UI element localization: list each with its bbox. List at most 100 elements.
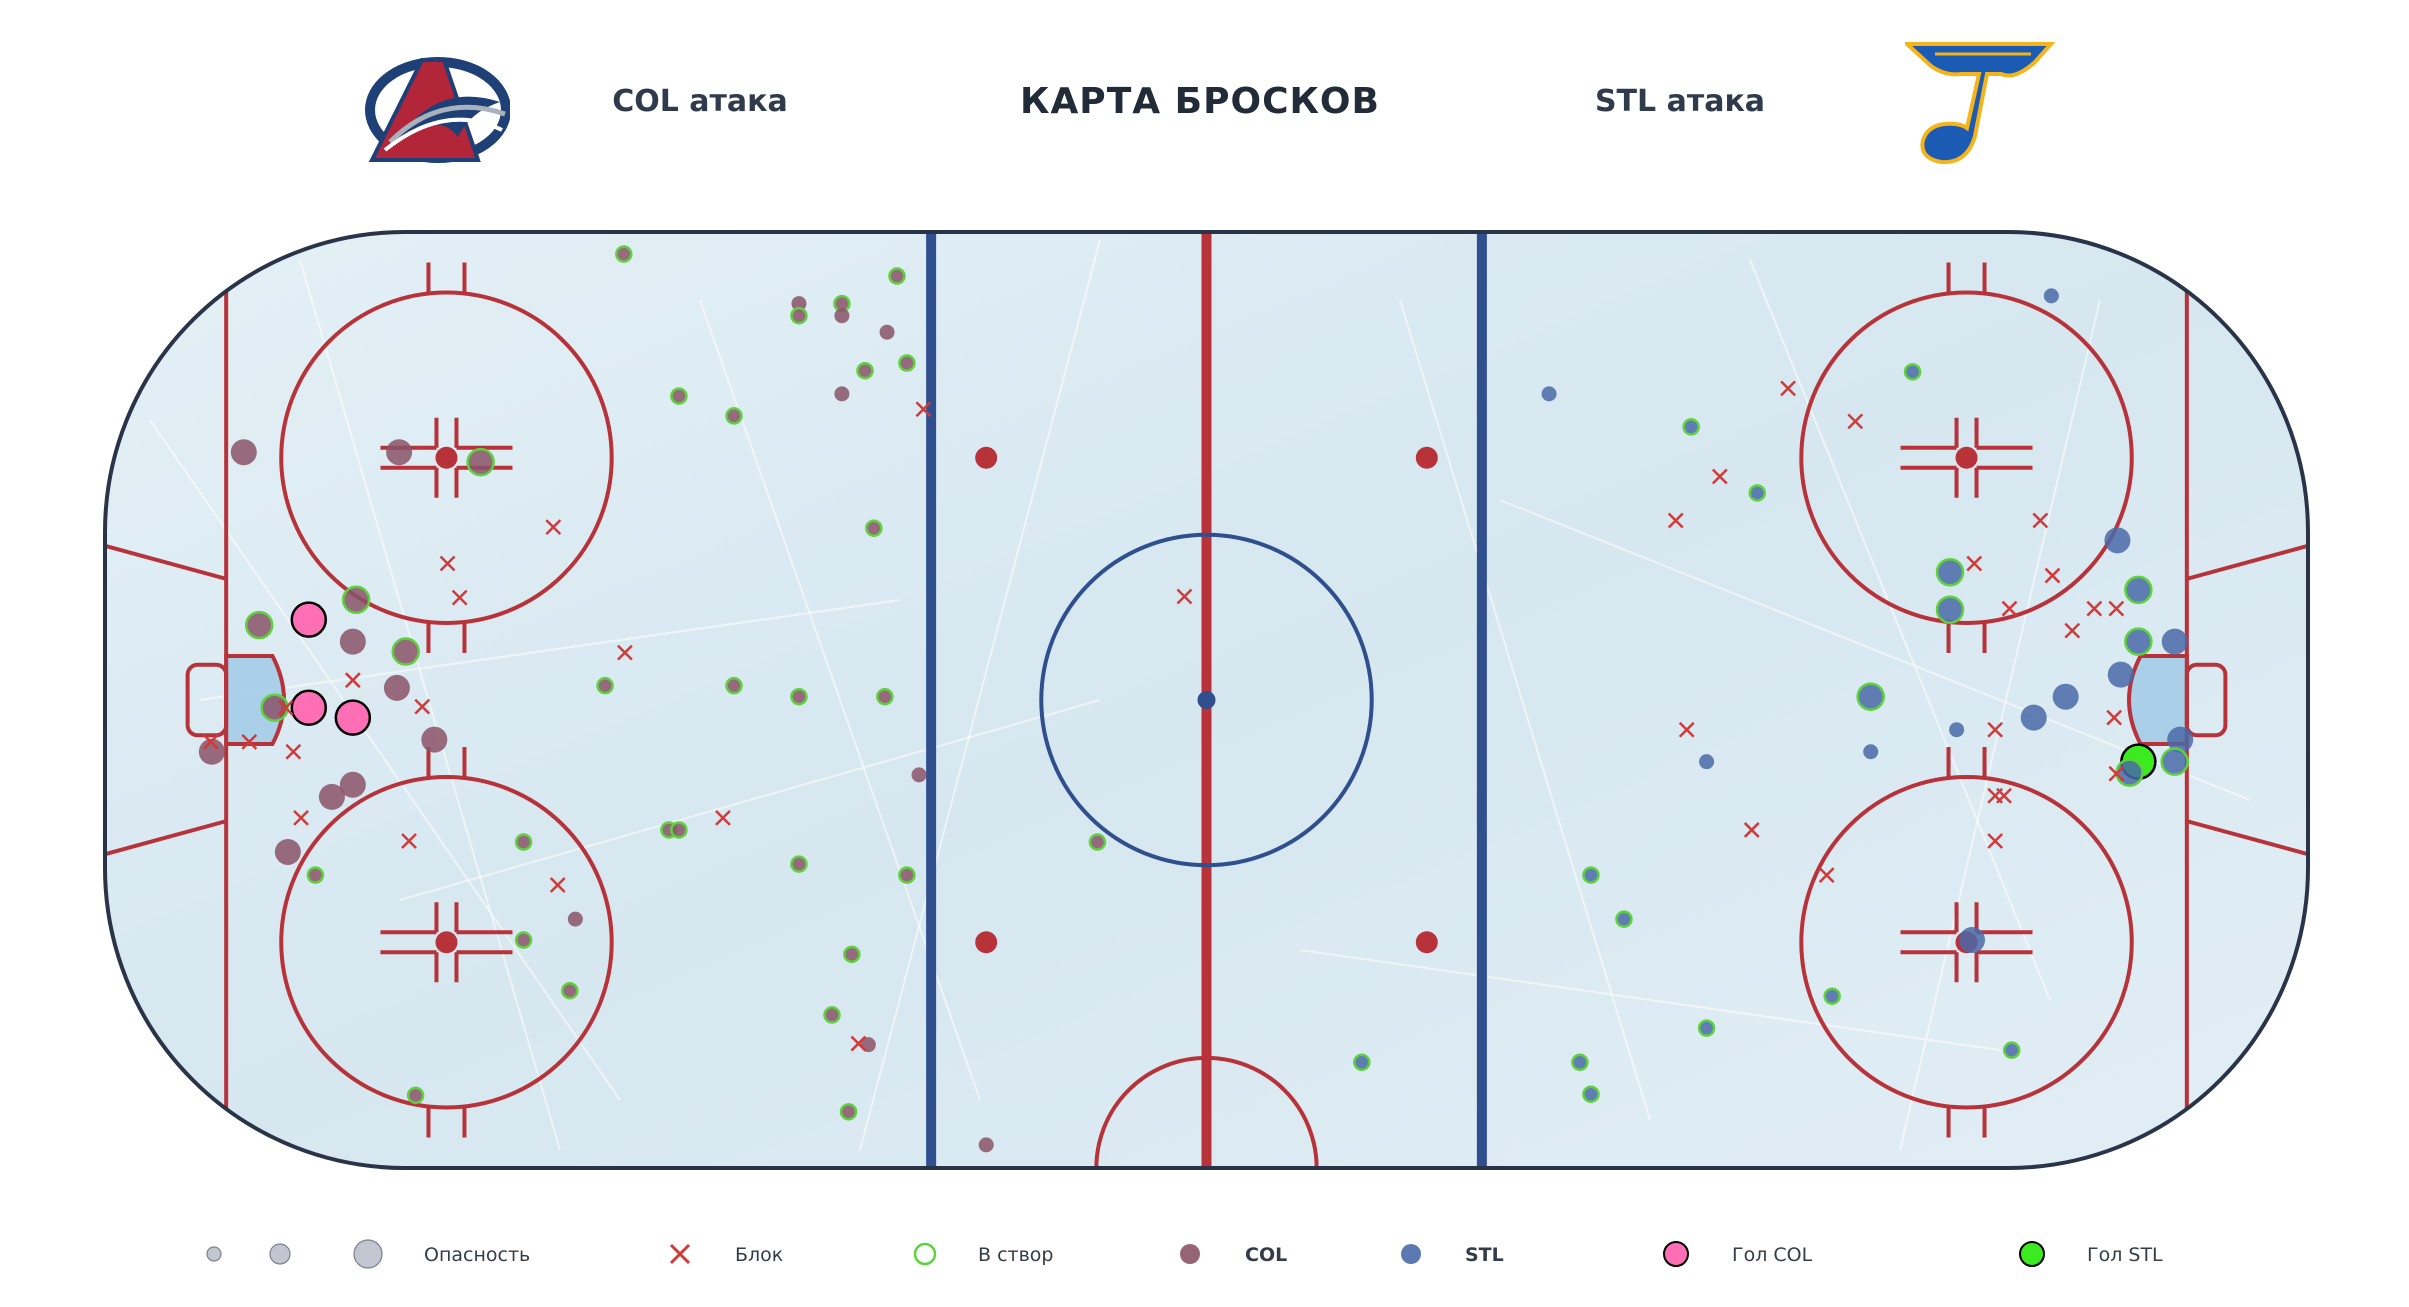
avalanche-logo — [365, 57, 510, 163]
block-mark — [2001, 600, 2018, 617]
legend-block-label: Блок — [735, 1244, 783, 1266]
block-mark — [617, 644, 633, 661]
faceoff-hash — [1900, 950, 1959, 983]
shot-col — [865, 519, 883, 537]
shot-stl — [1571, 1053, 1589, 1072]
block-mark — [2108, 600, 2125, 617]
shot-stl — [1582, 1085, 1600, 1103]
neutral-faceoff-dot — [1415, 446, 1438, 469]
shot-stl — [1856, 682, 1885, 711]
shot-col — [244, 610, 274, 640]
shot-col — [879, 324, 895, 340]
shot-col — [260, 693, 289, 722]
block-mark — [850, 1035, 867, 1052]
block-mark — [202, 733, 219, 750]
shot-col — [839, 1103, 858, 1121]
block-mark — [439, 555, 456, 572]
shot-col — [911, 767, 927, 783]
shot-col — [834, 308, 850, 324]
block-mark — [241, 733, 258, 750]
block-mark — [451, 589, 468, 606]
shot-col — [978, 1137, 994, 1153]
block-mark — [2108, 765, 2125, 782]
faceoff-circle — [1799, 290, 2134, 625]
shot-col — [318, 783, 345, 810]
shot-stl — [1903, 363, 1922, 381]
block-mark — [1711, 468, 1728, 485]
trapezoid-left — [105, 819, 227, 857]
legend-block-marker — [669, 1243, 691, 1265]
shot-col — [725, 676, 743, 695]
block-mark — [1667, 512, 1684, 529]
faceoff-hash — [380, 950, 439, 983]
faceoff-hash — [1900, 417, 1959, 450]
block-mark — [1847, 413, 1864, 430]
block-mark — [1743, 822, 1760, 838]
shot-col — [514, 833, 533, 851]
goal-col — [290, 689, 328, 726]
faceoff-dot — [435, 931, 458, 954]
shot-stl — [2124, 575, 2153, 605]
rink-boards — [103, 230, 2310, 1170]
neutral-faceoff-dot — [975, 931, 998, 954]
shot-col — [383, 674, 410, 701]
block-mark — [1996, 787, 2012, 804]
block-mark — [1818, 867, 1835, 883]
block-mark — [2064, 622, 2081, 639]
shot-stl — [1353, 1053, 1371, 1072]
shot-stl — [1697, 1019, 1716, 1037]
shot-stl — [1935, 595, 1965, 624]
legend-danger-medium — [269, 1243, 291, 1265]
referee-crease — [1094, 1055, 1319, 1168]
shot-stl — [2052, 683, 2079, 710]
page-title: КАРТА БРОСКОВ — [1020, 81, 1380, 122]
legend-danger-label: Опасность — [424, 1244, 530, 1266]
shot-col — [790, 306, 808, 325]
neutral-faceoff-dot — [1415, 931, 1438, 954]
shots-layer — [198, 245, 2194, 1153]
legend-on-target-marker — [913, 1242, 937, 1266]
shot-col — [561, 981, 579, 1000]
left-team-label: COL атака — [612, 84, 788, 119]
block-mark — [715, 809, 731, 826]
shot-col — [230, 439, 257, 466]
legend-danger-small — [206, 1246, 222, 1262]
shot-col — [898, 866, 916, 884]
faceoff-hash — [1974, 465, 2033, 498]
shot-stl — [2107, 661, 2134, 688]
shot-stl — [2160, 747, 2189, 776]
shot-col — [341, 585, 371, 615]
shot-stl — [1682, 418, 1700, 436]
legend-stl-label: STL — [1465, 1244, 1504, 1266]
faceoff-hash — [380, 902, 439, 935]
shot-col — [514, 931, 533, 949]
block-mark — [1987, 721, 2004, 738]
trapezoid-left — [105, 543, 227, 581]
block-mark — [2086, 600, 2103, 617]
shot-col — [406, 1086, 425, 1105]
block-mark — [344, 672, 361, 689]
shot-col — [790, 855, 808, 873]
shot-stl — [1935, 558, 1965, 587]
shot-col — [876, 687, 894, 706]
shot-stl — [2002, 1041, 2021, 1059]
shot-col — [615, 245, 633, 263]
shot-col — [567, 911, 583, 927]
right-team-label: STL атака — [1594, 84, 1766, 119]
shot-stl — [1582, 866, 1600, 884]
faceoff-hash — [380, 465, 439, 498]
legend-danger-large — [353, 1239, 383, 1269]
shot-stl — [1699, 754, 1715, 770]
shot-col — [791, 296, 807, 312]
shot-col — [274, 838, 301, 865]
shot-stl — [2020, 704, 2047, 731]
legend-col-label: COL — [1245, 1244, 1287, 1266]
shot-stl — [2043, 288, 2059, 304]
shot-col — [198, 738, 225, 765]
trapezoid-right — [2186, 543, 2308, 581]
faceoff-circle — [279, 775, 614, 1110]
faceoff-hash — [1974, 950, 2033, 983]
shot-col — [888, 267, 906, 285]
block-mark — [545, 519, 562, 535]
